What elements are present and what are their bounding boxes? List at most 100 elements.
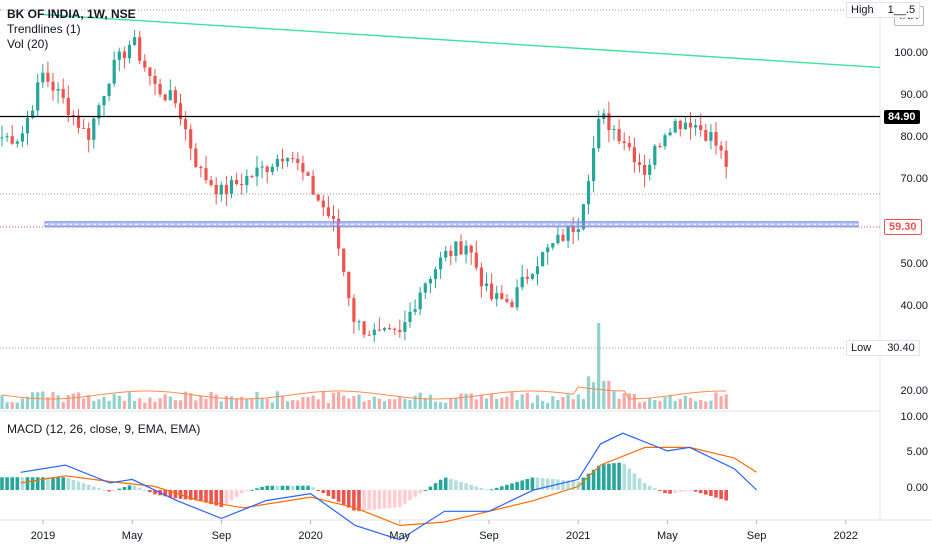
macd-histogram-bar [194, 490, 198, 501]
volume-ma-line [1, 386, 727, 400]
macd-histogram-bar [515, 481, 519, 490]
macd-histogram-bar [479, 487, 484, 490]
macd-histogram-bar [540, 478, 545, 490]
candles [0, 29, 728, 342]
candle-body [459, 241, 463, 255]
macd-histogram-bar [387, 490, 392, 509]
volume-bar [209, 391, 213, 409]
candle-body [219, 184, 223, 195]
candle-body [362, 321, 366, 335]
volume-bar [10, 402, 14, 409]
volume-bar [240, 396, 244, 409]
macd-histogram-bar [173, 490, 178, 499]
macd-histogram-bar [647, 485, 652, 490]
volume-indicator[interactable]: Vol (20) [7, 37, 49, 51]
candle-body [321, 200, 325, 208]
candle-body [107, 83, 111, 97]
candle-body [97, 105, 101, 119]
volume-bar [275, 391, 279, 409]
symbol-title[interactable]: BK OF INDIA, 1W, NSE [7, 7, 136, 21]
candle-body [428, 279, 432, 284]
candle-body [637, 162, 642, 165]
volume-bar [168, 396, 172, 409]
candle-body [199, 166, 203, 169]
macd-histogram-bar [341, 490, 346, 505]
volume-bar [490, 393, 494, 409]
candle-body [87, 128, 91, 140]
low-label: Low 30.40 [846, 340, 920, 356]
time-tick-label: 2019 [31, 530, 55, 542]
macd-histogram-bar [362, 490, 366, 511]
volume-bar [597, 323, 601, 409]
volume-bar [449, 399, 453, 409]
candle-body [464, 245, 468, 255]
volume-bar [219, 401, 223, 409]
volume-bar [602, 380, 606, 409]
macd-legend[interactable]: MACD (12, 26, close, 9, EMA, EMA) [7, 422, 200, 437]
candle-body [133, 37, 137, 45]
low-value: 30.40 [887, 342, 915, 354]
volume-bar [612, 391, 616, 409]
macd-histogram-bar [428, 486, 433, 490]
candle-body [143, 60, 147, 68]
macd-histogram-bar [30, 477, 35, 490]
time-tick-label: 2021 [566, 530, 590, 542]
candle-body [704, 130, 708, 141]
macd-histogram-bar [724, 490, 728, 501]
volume-bar [663, 397, 667, 409]
candle-body [449, 250, 453, 256]
macd-histogram-bar [331, 490, 336, 499]
volume-bar [71, 393, 75, 409]
candle-body [479, 267, 483, 287]
volume-bar [699, 400, 703, 409]
volume-bar [138, 398, 142, 409]
macd-label[interactable]: MACD (12, 26, close, 9, EMA, EMA) [7, 422, 201, 436]
low-label-text: Low [851, 342, 872, 354]
candle-body [612, 128, 616, 131]
macd-histogram-bar [188, 490, 193, 500]
candle-body [148, 67, 152, 76]
volume-bar [229, 396, 234, 409]
volume-bar [0, 395, 4, 409]
volume-bar [127, 392, 132, 409]
volume-bar [347, 398, 351, 409]
trendlines-indicator[interactable]: Trendlines (1) [7, 22, 81, 36]
macd-histogram-bar [377, 490, 382, 509]
macd-histogram-bar [183, 490, 188, 500]
macd-histogram-bar [658, 490, 662, 491]
macd-histogram-bar [704, 490, 708, 495]
candle-body [46, 72, 50, 82]
candle-body [41, 72, 45, 83]
candle-body [229, 179, 234, 194]
volume-bar [459, 393, 463, 409]
candle-body [92, 118, 96, 140]
volume-bar [15, 402, 19, 409]
candle-body [163, 94, 167, 101]
macd-histogram-bar [56, 477, 60, 490]
candle-body [0, 137, 4, 139]
candle-body [260, 166, 264, 168]
candle-body [15, 141, 19, 144]
macd-histogram-bar [663, 490, 667, 494]
macd-histogram-bar [81, 483, 86, 490]
candle-body [56, 89, 60, 91]
macd-histogram-bar [591, 469, 596, 490]
macd-histogram-bar [484, 489, 489, 491]
macd-histogram-bar [622, 463, 626, 490]
macd-histogram-bar [637, 478, 642, 490]
candle-body [316, 194, 320, 201]
time-tick-label: 2020 [298, 530, 322, 542]
volume-bar [189, 393, 193, 409]
macd-histogram-bar [617, 462, 621, 490]
candle-body [20, 133, 24, 142]
macd-histogram-bar [525, 479, 530, 490]
candle-body [342, 248, 346, 272]
macd-histogram-bar [392, 490, 397, 508]
macd-histogram-bar [255, 488, 259, 490]
candle-body [31, 110, 35, 118]
candle-body [668, 132, 672, 136]
candle-body [214, 184, 218, 195]
volume-bar [704, 401, 708, 409]
macd-histogram-bar [265, 485, 269, 490]
